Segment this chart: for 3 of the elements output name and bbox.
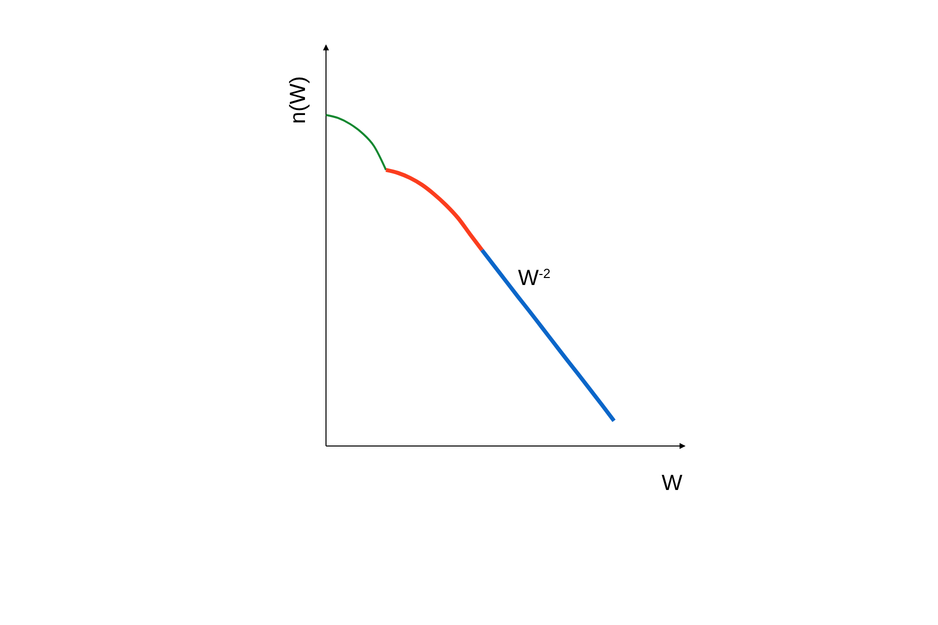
annotation: W$^{-2}$ [518,265,550,290]
x-axis-title: W [662,470,683,495]
y-axis-title: n(W) [285,76,310,124]
